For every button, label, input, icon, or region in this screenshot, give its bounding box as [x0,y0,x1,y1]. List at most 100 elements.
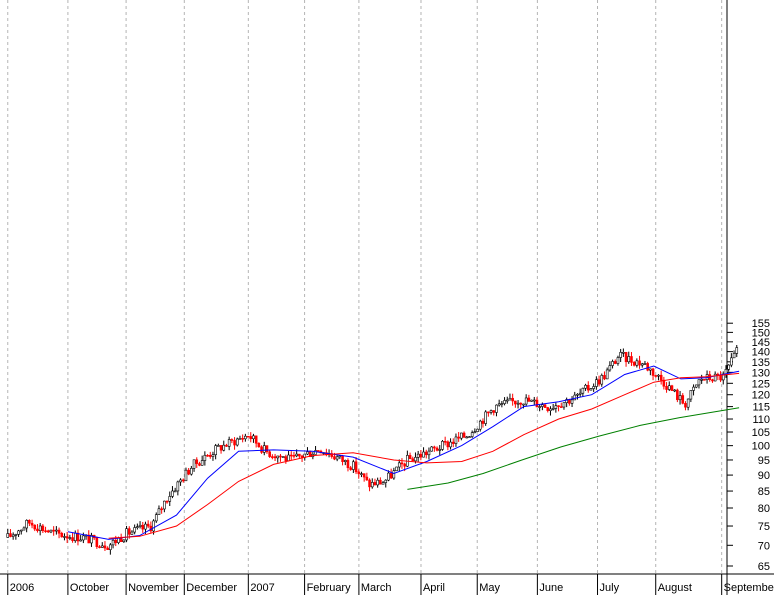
price-bar-body [578,392,582,395]
price-bar-body [389,472,393,479]
price-bar-body [414,457,417,462]
x-tick-label: May [479,582,500,594]
price-bar-body [227,439,231,447]
price-bar-body [133,527,136,533]
price-bar-body [603,375,606,380]
price-bar-body [44,530,47,533]
price-bar-body [262,445,266,453]
price-bar-body [538,406,541,408]
y-tick-label: 130 [752,367,770,379]
price-bar-body [530,399,533,402]
y-tick-label: 105 [752,427,770,439]
price-bar-body [138,524,142,527]
price-bar-body [370,482,374,488]
price-bar-body [433,446,436,449]
price-bar-body [411,458,415,462]
price-bar-body [171,490,174,497]
x-tick-label: March [361,582,392,594]
price-bar-body [173,490,177,493]
price-bar-body [422,451,425,458]
price-bar-body [635,360,639,366]
price-bar-body [114,539,118,543]
price-bar-body [711,379,714,382]
price-bar-body [562,402,566,408]
price-bar-body [673,389,676,392]
price-bar-body [41,525,45,532]
price-bar-body [697,379,701,386]
price-bar-body [246,435,250,438]
price-bar-body [136,526,139,528]
price-bar-body [181,479,185,482]
price-bar-body [541,404,544,407]
price-bar-body [516,402,520,405]
price-bar-body [314,450,317,455]
price-bar-body [157,508,161,515]
y-tick-label: 140 [752,347,770,359]
price-bar-body [387,472,390,481]
price-bar-body [82,535,85,541]
price-bar-body [33,524,37,530]
price-bar-body [703,379,706,381]
price-bar-body [230,439,234,441]
price-bar-body [446,441,450,448]
price-bar-body [397,462,401,468]
price-bar-body [100,545,104,548]
price-bar-body [163,500,166,510]
x-tick-label: December [186,582,237,594]
x-tick-label: July [600,582,620,594]
price-bar-body [11,534,15,537]
price-bar-body [597,379,601,385]
price-bar-body [219,445,223,451]
price-bar-body [338,455,342,458]
y-tick-label: 145 [752,337,770,349]
price-bar-body [198,463,201,466]
x-tick-label: February [307,582,352,594]
y-tick-label: 80 [758,503,770,515]
price-bar-body [630,356,633,363]
price-bar-body [527,397,531,402]
price-bar-body [208,455,212,457]
price-bar-body [203,454,207,461]
price-bar-body [632,362,636,366]
price-bar-body [52,529,55,532]
price-bar-body [346,460,350,469]
price-bar-body [106,547,109,550]
price-bar-body [87,534,91,544]
price-bar-body [681,395,685,404]
x-tick-label: April [423,582,445,594]
price-bar-body [595,379,598,387]
price-bar-body [735,347,739,354]
price-bar-body [368,479,371,488]
price-bar-body [600,375,604,385]
price-bar-body [586,384,590,391]
price-bar-body [694,384,698,388]
price-bar-body [478,420,482,430]
price-bar-body [349,467,352,470]
price-bar-body [244,435,247,440]
price-bar-body [109,544,112,550]
price-bar-body [500,403,504,405]
price-bar-body [287,454,290,461]
price-bar-body [465,436,469,439]
price-bar-body [17,530,20,535]
price-bar-body [352,461,355,470]
price-bar-body [430,446,433,452]
price-bar-body [624,352,628,363]
price-bar-body [71,537,74,541]
price-bar-body [462,432,466,438]
price-bar-body [549,408,552,411]
y-tick-label: 115 [752,402,770,414]
price-bar-body [732,353,736,359]
price-bar-body [357,471,361,475]
price-bar-body [546,407,550,411]
price-bar-body [330,453,334,457]
price-bar-body [608,365,612,371]
x-tick-label: August [658,582,692,594]
price-bar-body [492,410,496,413]
price-bar-body [487,411,490,414]
price-bar-body [678,395,682,401]
price-bar-body [638,360,641,366]
price-bar-body [165,500,169,503]
price-bar-body [503,400,506,404]
